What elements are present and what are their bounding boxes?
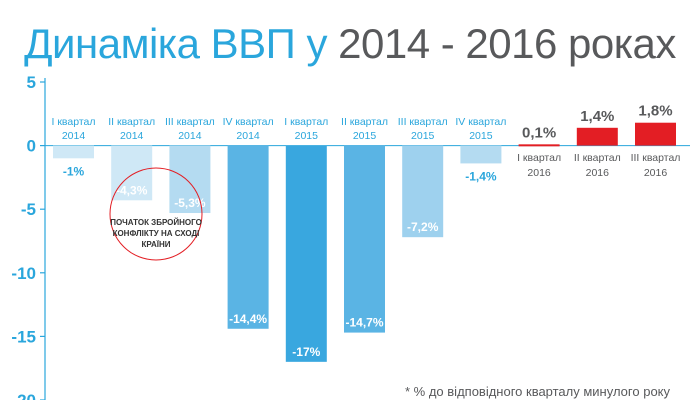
y-tick-label: -15 xyxy=(11,327,36,346)
category-year: 2016 xyxy=(527,167,551,179)
footnote: * % до відповідного кварталу минулого ро… xyxy=(405,384,671,399)
category-year: 2015 xyxy=(411,130,435,142)
category-label: II квартал xyxy=(108,116,155,128)
category-year: 2014 xyxy=(236,130,260,142)
value-label: -7,2% xyxy=(407,220,439,234)
value-label: -5,3% xyxy=(174,196,206,210)
bar xyxy=(227,145,269,329)
value-label: -1% xyxy=(63,164,85,178)
bar xyxy=(344,145,385,333)
bar xyxy=(111,145,153,201)
bar xyxy=(518,144,560,147)
category-year: 2014 xyxy=(120,130,144,142)
y-tick-label: -10 xyxy=(11,264,36,283)
category-label: III квартал xyxy=(631,152,681,164)
annotation-text: КОНФЛІКТУ НА СХОДІ xyxy=(113,229,200,238)
value-label: -17% xyxy=(292,345,320,359)
y-tick-label: -5 xyxy=(21,200,36,219)
bar xyxy=(285,145,327,362)
y-tick-label: 0 xyxy=(27,137,36,156)
category-label: I квартал xyxy=(517,152,561,164)
value-label: 1,4% xyxy=(580,108,614,125)
category-year: 2014 xyxy=(62,130,86,142)
category-year: 2015 xyxy=(353,130,377,142)
bar xyxy=(576,127,618,146)
value-label: 0,1% xyxy=(522,124,556,141)
value-label: -14,7% xyxy=(345,316,383,330)
value-label: 1,8% xyxy=(638,103,672,120)
y-tick-label: -20 xyxy=(11,391,36,400)
bar xyxy=(169,145,211,214)
category-year: 2015 xyxy=(469,130,493,142)
y-tick-label: 5 xyxy=(27,73,36,92)
bar xyxy=(53,145,94,159)
category-label: II квартал xyxy=(341,116,388,128)
category-label: IV квартал xyxy=(455,116,506,128)
annotation-circle xyxy=(109,167,203,261)
annotation-text: КРАЇНИ xyxy=(141,240,170,249)
chart-title: Динаміка ВВП у 2014 - 2016 роках xyxy=(0,16,700,72)
bar xyxy=(460,145,502,164)
title-part-1: Динаміка ВВП у xyxy=(24,20,327,67)
category-label: II квартал xyxy=(574,152,621,164)
title-part-2: 2014 - 2016 роках xyxy=(338,20,676,67)
category-year: 2016 xyxy=(586,167,610,179)
value-label: -4,3% xyxy=(116,183,148,197)
category-year: 2014 xyxy=(178,130,202,142)
category-label: III квартал xyxy=(165,116,215,128)
bar xyxy=(635,122,676,146)
value-label: -1,4% xyxy=(465,169,497,183)
category-label: I квартал xyxy=(284,116,328,128)
category-year: 2015 xyxy=(295,130,319,142)
category-label: IV квартал xyxy=(223,116,274,128)
category-label: III квартал xyxy=(398,116,448,128)
category-year: 2016 xyxy=(644,167,668,179)
bar xyxy=(402,145,444,238)
value-label: -14,4% xyxy=(229,312,267,326)
annotation-text: ПОЧАТОК ЗБРОЙНОГО xyxy=(110,218,202,227)
category-label: I квартал xyxy=(52,116,96,128)
